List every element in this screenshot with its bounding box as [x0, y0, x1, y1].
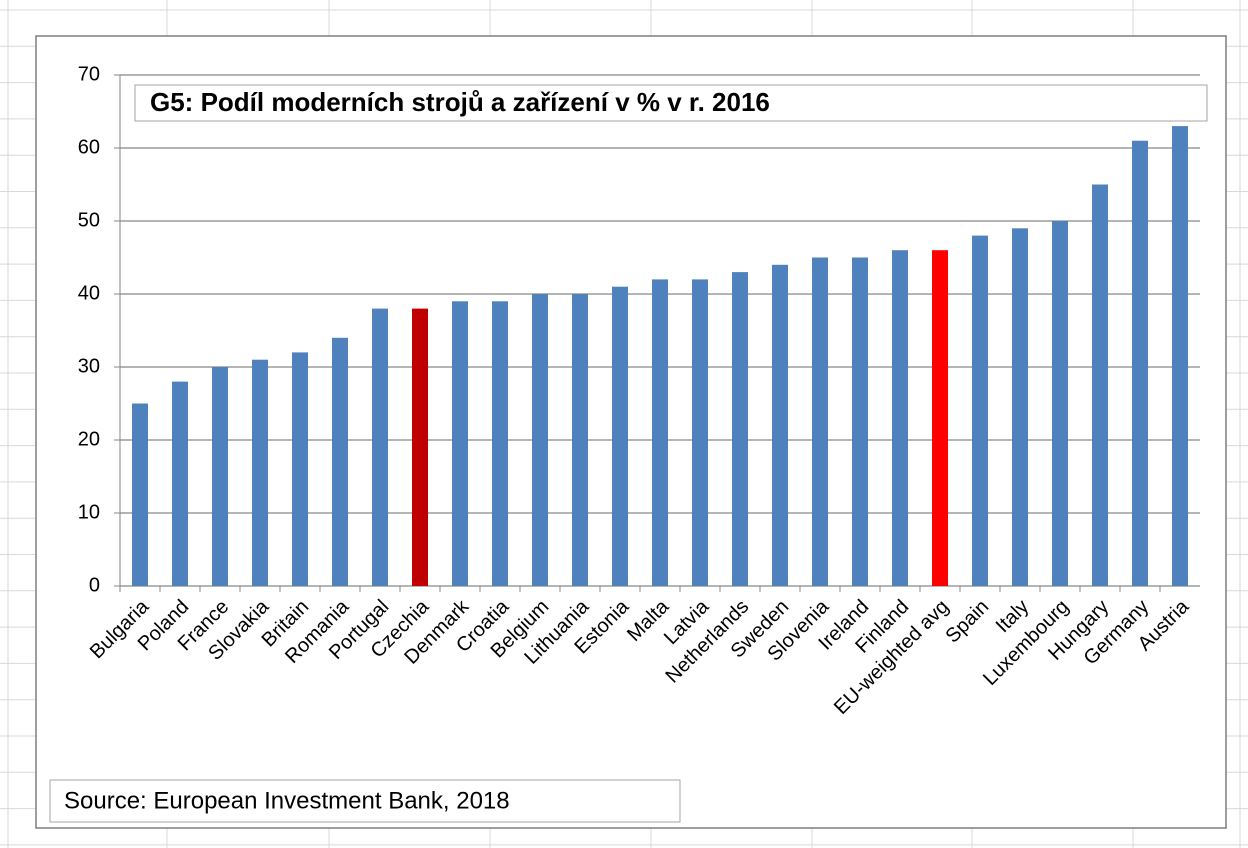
bar — [932, 250, 948, 586]
source-box — [49, 779, 681, 823]
bar — [252, 359, 268, 586]
bar — [612, 286, 628, 586]
y-tick-label: 20 — [78, 428, 100, 450]
bar — [1132, 140, 1148, 586]
source: Source: European Investment Bank, 2018 — [64, 787, 510, 814]
y-tick-label: 40 — [78, 282, 100, 304]
y-tick-label: 60 — [78, 136, 100, 158]
title-box — [134, 84, 1208, 122]
bar — [812, 257, 828, 586]
bar — [1172, 126, 1188, 586]
y-tick-label: 70 — [78, 63, 100, 85]
bar — [412, 308, 428, 586]
bar — [892, 250, 908, 586]
bar — [972, 235, 988, 586]
bar — [652, 279, 668, 586]
y-tick-label: 0 — [89, 574, 100, 596]
bar — [772, 264, 788, 586]
bar — [1012, 228, 1028, 587]
bar — [572, 294, 588, 586]
bar — [692, 279, 708, 586]
bar — [1092, 184, 1108, 586]
bar — [332, 337, 348, 586]
chart-title: G5: Podíl moderních strojů a zařízení v … — [150, 87, 770, 117]
bar — [492, 301, 508, 586]
y-tick-label: 30 — [78, 355, 100, 377]
bar — [292, 352, 308, 586]
bar — [132, 403, 148, 586]
y-tick-label: 10 — [78, 501, 100, 523]
bar — [732, 272, 748, 586]
bar — [172, 381, 188, 586]
bar — [372, 308, 388, 586]
bar — [1052, 221, 1068, 586]
bar — [532, 294, 548, 586]
bar — [212, 367, 228, 586]
bar — [852, 257, 868, 586]
bar — [452, 301, 468, 586]
y-tick-label: 50 — [78, 209, 100, 231]
